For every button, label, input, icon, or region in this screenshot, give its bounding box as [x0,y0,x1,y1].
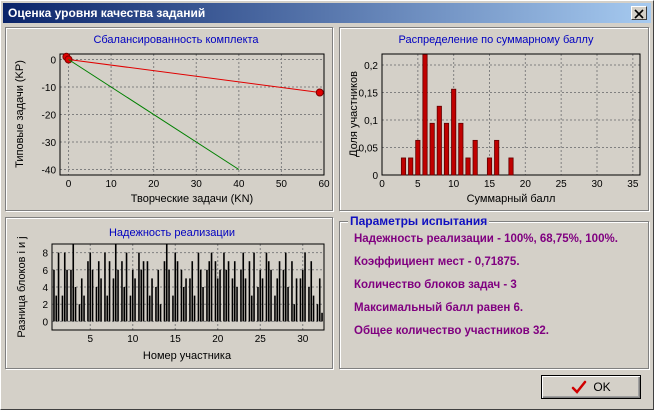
close-icon [634,9,644,19]
balance-y-tick-label: -20 [42,111,57,122]
distribution-bar [400,157,407,176]
distribution-x-tick-label: 25 [556,179,568,190]
balance-y-tick-label: -40 [42,166,57,177]
balance-plot-frame [59,53,325,176]
balance-chart-title: Сбалансированность комплекта [93,34,259,46]
balance-y-tick-label: -10 [42,83,57,94]
balance-x-tick-label: 0 [66,179,72,190]
distribution-x-tick-label: 0 [379,179,385,190]
balance-marker [315,88,324,97]
distribution-x-tick-label: 20 [520,179,532,190]
distribution-bar [429,122,435,176]
balance-x-tick-label: 30 [191,179,203,190]
reliability-x-tick-label: 30 [297,334,309,345]
distribution-chart: Распределение по суммарному баллу 0 5 10 15… [348,34,641,205]
balance-y-tick-label: 0 [50,56,56,67]
reliability-x-tick-label: 20 [212,334,224,345]
param-block-count: Количество блоков задач - 3 [354,279,517,291]
parameters-group: Параметры испытания Надежность реализаци… [339,214,649,369]
balance-x-tick-label: 50 [276,179,288,190]
balance-chart: Сбалансированность комплекта 0 10 20 30 40 50… [14,34,330,205]
distribution-y-tick-label: 0,2 [364,61,378,72]
reliability-x-tick-label: 15 [170,334,182,345]
reliability-y-tick-label: 6 [42,266,48,277]
distribution-bar [451,88,457,176]
distribution-y-tick-label: 0 [372,171,378,182]
param-max-score: Максимальный балл равен 6. [354,302,524,314]
balance-x-tick-label: 10 [106,179,118,190]
reliability-y-tick-label: 2 [42,300,48,311]
reliability-chart: Надежность реализации 5 10 15 20 25 30 0 2 4 6 8 Н… [16,227,325,362]
distribution-plot-frame [381,53,641,176]
reliability-y-label: Разница блоков i и j [16,236,28,337]
distribution-bar [508,157,514,176]
distribution-y-tick-label: 0,05 [359,144,379,155]
balance-y-tick-label: -30 [42,138,57,149]
reliability-y-tick-label: 0 [42,317,48,328]
reliability-x-tick-label: 10 [127,334,139,345]
distribution-y-tick-label: 0,1 [364,116,378,127]
balance-red-line [68,59,320,93]
reliability-x-tick-label: 5 [87,334,93,345]
close-button[interactable] [631,6,647,20]
distribution-bar [415,139,421,176]
param-reliability: Надежность реализации - 100%, 68,75%, 10… [354,233,618,245]
distribution-bar [458,122,464,176]
distribution-x-tick-label: 15 [484,179,496,190]
distribution-chart-title: Распределение по суммарному баллу [399,34,594,46]
distribution-bar [465,157,471,176]
distribution-bar [472,139,478,176]
distribution-x-tick-label: 10 [448,179,460,190]
balance-x-tick-label: 60 [318,179,330,190]
window-title: Оценка уровня качества заданий [8,6,206,20]
distribution-y-tick-label: 0,15 [359,89,379,100]
checkmark-icon [572,380,587,394]
ok-button-label: OK [593,380,611,394]
parameters-title: Параметры испытания [348,214,490,228]
distribution-x-tick-label: 30 [591,179,603,190]
reliability-x-label: Номер участника [143,350,232,362]
reliability-plot-frame [51,243,325,331]
distribution-bar [443,122,450,176]
title-bar[interactable]: Оценка уровня качества заданий [3,3,651,23]
distribution-bar [408,157,414,176]
distribution-bar [422,54,428,176]
reliability-chart-panel: Надежность реализации 5 10 15 20 25 30 0 2 4 6 8 Н… [5,217,333,369]
param-participants: Общее количество участников 32. [354,325,549,337]
ok-button[interactable]: OK [541,375,641,399]
distribution-x-tick-label: 5 [415,179,421,190]
reliability-x-tick-label: 25 [255,334,267,345]
distribution-chart-panel: Распределение по суммарному баллу 0 5 10 15… [339,27,649,211]
param-place-coefficient: Коэффициент мест - 0,71875. [354,256,520,268]
balance-x-tick-label: 40 [233,179,245,190]
balance-x-label: Творческие задачи (KN) [131,193,253,205]
balance-chart-panel: Сбалансированность комплекта 0 10 20 30 40 50… [5,27,333,211]
distribution-x-tick-label: 35 [627,179,639,190]
distribution-bar [494,139,500,176]
balance-y-label: Типовые задачи (KP) [14,60,26,168]
balance-x-tick-label: 20 [148,179,160,190]
distribution-y-label: Доля участников [348,71,360,157]
distribution-bar [436,105,442,176]
distribution-x-label: Суммарный балл [467,193,556,205]
reliability-y-tick-label: 4 [42,283,48,294]
reliability-chart-title: Надежность реализации [109,227,235,239]
distribution-bar [486,157,493,176]
balance-green-line [68,59,240,170]
reliability-y-tick-label: 8 [42,249,48,260]
